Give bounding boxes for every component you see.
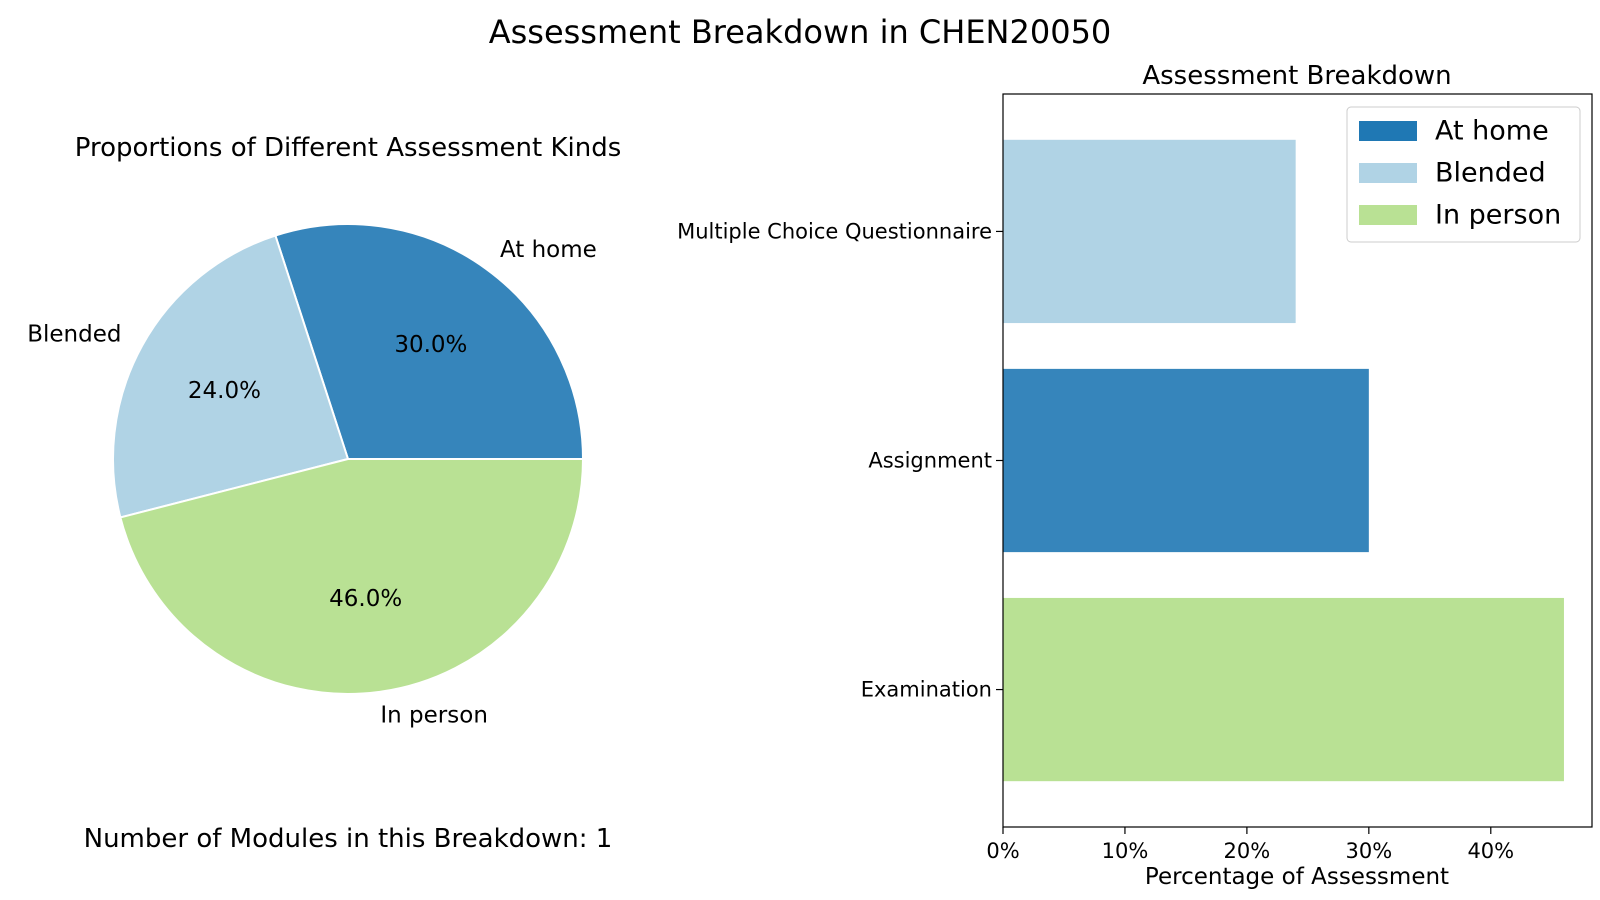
bar-examination	[1003, 597, 1564, 782]
bar-assignment	[1003, 368, 1369, 553]
x-tick-label: 10%	[1102, 839, 1149, 863]
x-tick-label: 40%	[1467, 839, 1514, 863]
y-tick-label-multiple-choice-questionnaire: Multiple Choice Questionnaire	[677, 219, 992, 243]
pie-label-at-home: At home	[500, 237, 597, 263]
y-tick-label-examination: Examination	[861, 678, 992, 702]
legend-label-in-person: In person	[1435, 200, 1561, 231]
bar-chart: Assessment Breakdown Multiple Choice Que…	[677, 61, 1593, 890]
legend-items: At home Blended In person	[1359, 116, 1561, 231]
bars	[1003, 139, 1564, 782]
pie-label-in-person: In person	[380, 702, 488, 728]
figure-title: Assessment Breakdown in CHEN20050	[489, 13, 1112, 51]
pie-slices	[112, 223, 585, 695]
bar-multiple-choice-questionnaire	[1003, 139, 1296, 324]
pie-chart: Proportions of Different Assessment Kind…	[27, 133, 621, 728]
y-tick-label-assignment: Assignment	[868, 449, 992, 473]
x-tick-label: 0%	[986, 839, 1019, 863]
legend-swatch-blended	[1359, 163, 1417, 183]
pie-pct-at-home: 30.0%	[394, 332, 467, 358]
x-axis: 0% 10% 20% 30% 40%	[986, 827, 1514, 863]
x-tick-label: 20%	[1224, 839, 1271, 863]
bar-title: Assessment Breakdown	[1142, 61, 1451, 91]
pie-pct-blended: 24.0%	[188, 378, 261, 404]
pie-labels: At home 30.0% Blended 24.0% In person 46.0%	[27, 237, 597, 729]
legend-label-at-home: At home	[1435, 116, 1549, 147]
modules-count-note: Number of Modules in this Breakdown: 1	[84, 824, 613, 854]
pie-slice-in-person	[119, 458, 585, 695]
legend: At home Blended In person	[1346, 106, 1581, 243]
pie-slice-at-home	[274, 223, 585, 460]
legend-label-blended: Blended	[1435, 158, 1546, 189]
y-axis: Multiple Choice Questionnaire Assignment E…	[677, 219, 1003, 702]
legend-swatch-at-home	[1359, 121, 1417, 141]
pie-label-blended: Blended	[27, 321, 121, 347]
pie-pct-in-person: 46.0%	[329, 586, 402, 612]
pie-slice-blended	[112, 234, 350, 519]
pie-title: Proportions of Different Assessment Kind…	[75, 133, 622, 163]
x-tick-label: 30%	[1345, 839, 1392, 863]
legend-swatch-in-person	[1359, 205, 1417, 225]
x-axis-label: Percentage of Assessment	[1145, 864, 1449, 890]
